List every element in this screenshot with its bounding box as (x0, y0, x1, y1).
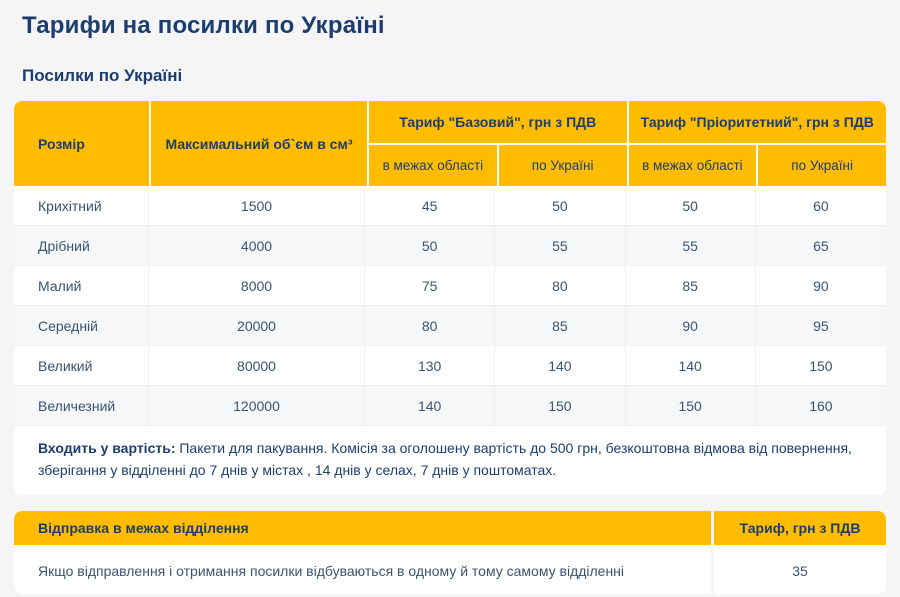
cell-size: Дрібний (14, 226, 149, 265)
branch-table-header: Відправка в межах відділення (14, 511, 711, 546)
table-row: Малий 8000 75 80 85 90 (14, 266, 886, 306)
cell-priority-ukraine: 65 (813, 237, 829, 254)
table-row: Величезний 120000 140 150 150 160 (14, 386, 886, 426)
cell-basic-region: 80 (365, 306, 496, 345)
cell-max-volume: 120000 (149, 386, 365, 425)
cell-priority-ukraine: 60 (813, 197, 829, 214)
cell-basic-ukraine: 150 (495, 386, 626, 425)
subheader-basic-within-region: в межах області (369, 145, 497, 186)
cell-priority-region: 140 (626, 346, 756, 385)
column-header-size: Розмір (14, 101, 149, 186)
group-header-basic-tariff: Тариф "Базовий", грн з ПДВ (369, 101, 627, 143)
cell-max-volume: 1500 (149, 186, 365, 225)
cell-max-volume: 80000 (149, 346, 365, 385)
cell-basic-region: 130 (365, 346, 496, 385)
cell-priority-ukraine: 95 (813, 317, 829, 334)
branch-tariff-column-header: Тариф, грн з ПДВ (714, 511, 886, 546)
price-includes-note: Входить у вартість: Пакети для пакування… (14, 426, 886, 496)
within-branch-tariff-table: Відправка в межах відділення Тариф, грн … (14, 511, 886, 595)
page-title: Тарифи на посилки по Україні (22, 12, 385, 39)
cell-size: Крихітний (14, 186, 149, 225)
table-row: Дрібний 4000 50 55 55 65 (14, 226, 886, 266)
cell-basic-ukraine: 85 (495, 306, 626, 345)
note-lead: Входить у вартість: (38, 440, 176, 456)
cell-size: Величезний (14, 386, 149, 425)
cell-basic-ukraine: 55 (495, 226, 626, 265)
cell-max-volume: 4000 (149, 226, 365, 265)
cell-priority-region: 55 (626, 226, 756, 265)
note-text: Пакети для пакування. Комісія за оголоше… (38, 440, 852, 478)
cell-basic-ukraine: 140 (495, 346, 626, 385)
table-row: Великий 80000 130 140 140 150 (14, 346, 886, 386)
parcel-tariffs-table: Розмір Максимальний об`єм в см³ Тариф "Б… (14, 101, 886, 496)
cell-basic-region: 75 (365, 266, 496, 305)
branch-tariff-value: 35 (714, 548, 886, 595)
column-header-max-volume: Максимальний об`єм в см³ (151, 101, 367, 186)
cell-size: Малий (14, 266, 149, 305)
cell-basic-region: 50 (365, 226, 496, 265)
cell-priority-ukraine: 150 (809, 357, 833, 374)
table-row: Крихітний 1500 45 50 50 60 (14, 186, 886, 226)
table-row: Середній 20000 80 85 90 95 (14, 306, 886, 346)
cell-priority-ukraine: 90 (813, 277, 829, 294)
cell-basic-region: 140 (365, 386, 496, 425)
cell-basic-ukraine: 50 (495, 186, 626, 225)
group-header-priority-tariff: Тариф "Пріоритетний", грн з ПДВ (628, 101, 886, 143)
cell-priority-region: 85 (626, 266, 756, 305)
cell-basic-region: 45 (365, 186, 496, 225)
branch-condition-text: Якщо відправлення і отримання посилки ві… (14, 548, 711, 595)
subheader-priority-within-region: в межах області (628, 145, 757, 186)
cell-size: Середній (14, 306, 149, 345)
cell-basic-ukraine: 80 (495, 266, 626, 305)
subheader-basic-across-ukraine: по Україні (498, 145, 627, 186)
cell-max-volume: 8000 (149, 266, 365, 305)
cell-priority-region: 90 (626, 306, 756, 345)
cell-size: Великий (14, 346, 149, 385)
cell-priority-region: 150 (626, 386, 756, 425)
table-header: Розмір Максимальний об`єм в см³ Тариф "Б… (14, 101, 886, 186)
cell-max-volume: 20000 (149, 306, 365, 345)
section-title: Посилки по Україні (22, 66, 183, 85)
cell-priority-ukraine: 160 (809, 397, 833, 414)
cell-priority-region: 50 (626, 186, 756, 225)
subheader-priority-across-ukraine: по Україні (758, 145, 886, 186)
